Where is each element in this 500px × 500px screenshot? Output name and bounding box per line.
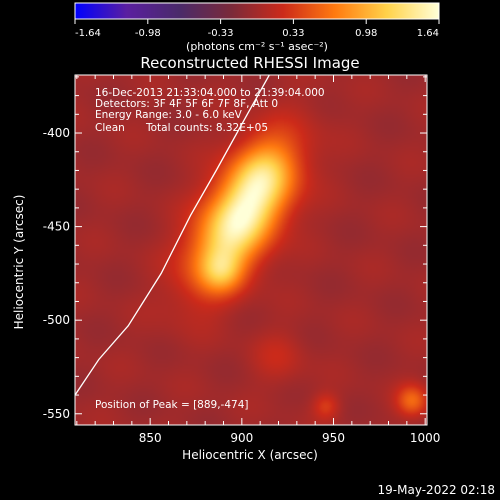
annotation-time-range: 16-Dec-2013 21:33:04.000 to 21:39:04.000 — [95, 87, 325, 99]
colorbar-tick-label: -1.64 — [75, 28, 101, 39]
y-tick-label: -500 — [43, 313, 70, 327]
y-tick-label: -400 — [43, 126, 70, 140]
x-tick-label: 850 — [139, 431, 162, 445]
x-tick-label: 900 — [230, 431, 253, 445]
colorbar-tick-label: 1.64 — [417, 28, 439, 39]
y-tick-label: -450 — [43, 220, 70, 234]
x-tick-label: 1000 — [410, 431, 441, 445]
y-tick-label: -550 — [43, 407, 70, 421]
heatmap-image — [75, 75, 427, 425]
peak-position-label: Position of Peak = [889,-474] — [95, 399, 249, 411]
axis-ticks: 850 900 950 1000 -400 -450 -500 -550 — [43, 75, 441, 445]
footer-timestamp: 19-May-2022 02:18 — [378, 483, 495, 497]
y-axis-label: Heliocentric Y (arcsec) — [12, 195, 26, 330]
x-axis-label: Heliocentric X (arcsec) — [182, 448, 318, 462]
annotation-energy-range: Energy Range: 3.0 - 6.0 keV — [95, 109, 243, 121]
plot-frame — [74, 74, 428, 426]
colorbar: -1.64 -0.98 -0.33 0.33 0.98 1.64 (photons cm⁻… — [74, 2, 440, 53]
x-tick-label: 950 — [322, 431, 345, 445]
plot-area: 850 900 950 1000 -400 -450 -500 -550 — [43, 74, 441, 445]
colorbar-ticks: -1.64 -0.98 -0.33 0.33 0.98 1.64 — [74, 19, 440, 39]
colorbar-tick-label: 0.98 — [355, 28, 377, 39]
colorbar-tick-label: 0.33 — [282, 28, 304, 39]
colorbar-tick-label: -0.98 — [135, 28, 161, 39]
annotation-block: 16-Dec-2013 21:33:04.000 to 21:39:04.000… — [95, 87, 325, 134]
colorbar-tick-label: -0.33 — [208, 28, 234, 39]
colorbar-units: (photons cm⁻² s⁻¹ asec⁻²) — [186, 40, 328, 53]
solar-limb-curve — [75, 75, 270, 396]
chart-title: Reconstructed RHESSI Image — [140, 54, 359, 72]
annotation-method: Clean — [95, 122, 125, 134]
annotation-total-counts: Total counts: 8.32E+05 — [145, 122, 268, 134]
colorbar-gradient — [74, 2, 440, 20]
annotation-detectors: Detectors: 3F 4F 5F 6F 7F 8F, Att 0 — [95, 98, 278, 110]
